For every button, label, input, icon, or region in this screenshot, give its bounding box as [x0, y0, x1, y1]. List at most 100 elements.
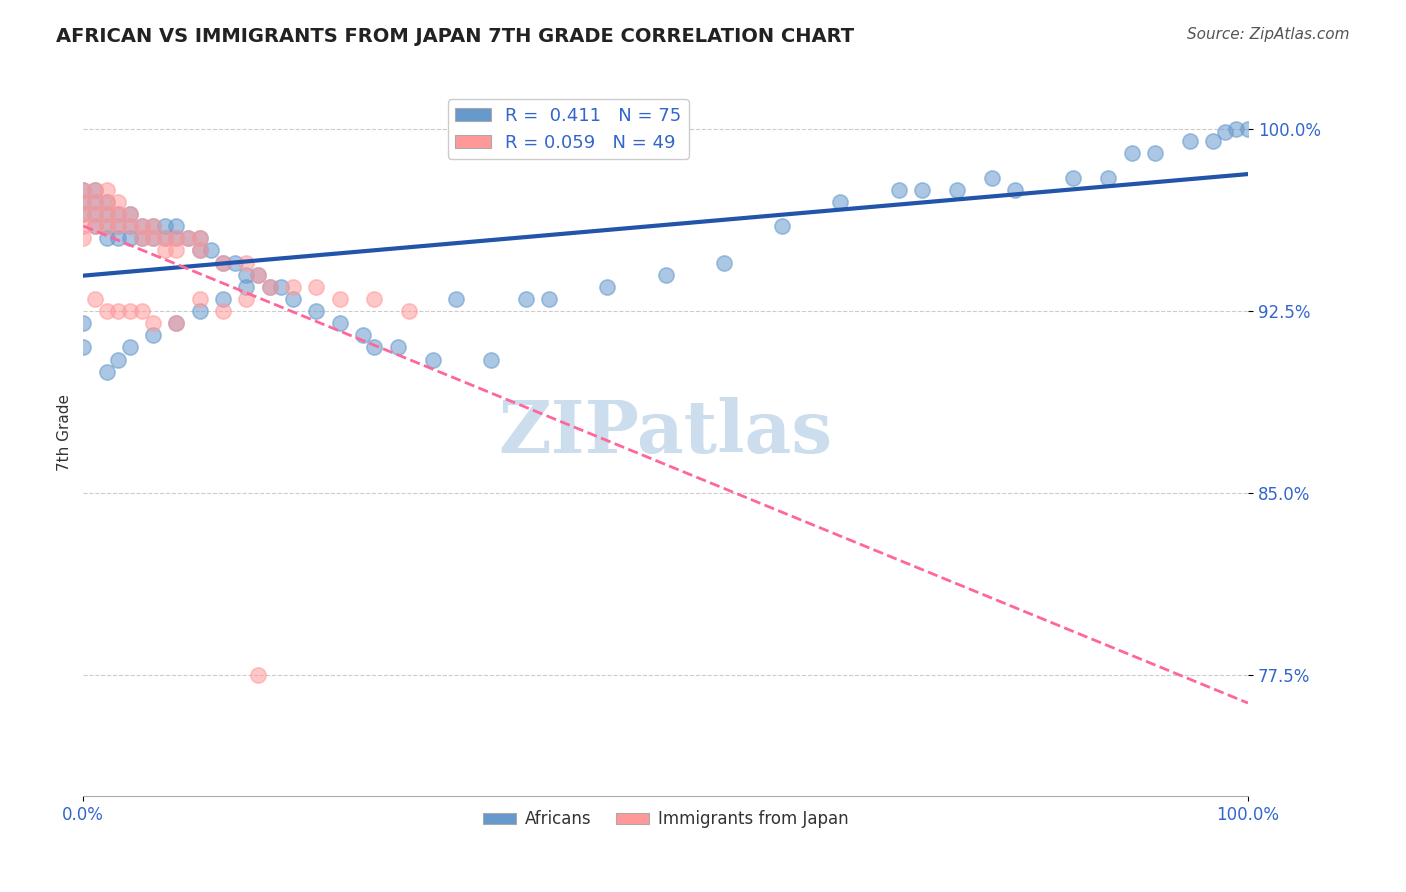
Point [177, 231, 200, 245]
Point [142, 219, 165, 234]
Point [212, 255, 235, 269]
Point [946, 183, 969, 197]
Point [212, 292, 235, 306]
Point [363, 340, 385, 354]
Point [305, 304, 328, 318]
Point [188, 244, 211, 258]
Point [235, 268, 257, 282]
Point [131, 231, 153, 245]
Point [131, 219, 153, 234]
Point [72, 194, 94, 209]
Point [142, 328, 165, 343]
Y-axis label: 7th Grade: 7th Grade [58, 393, 72, 471]
Point [118, 207, 141, 221]
Point [118, 304, 141, 318]
Point [166, 244, 188, 258]
Point [713, 255, 735, 269]
Point [96, 194, 118, 209]
Point [96, 231, 118, 245]
Point [188, 244, 211, 258]
Point [72, 183, 94, 197]
Point [84, 219, 107, 234]
Point [84, 194, 107, 209]
Point [72, 207, 94, 221]
Point [1121, 146, 1143, 161]
Point [96, 219, 118, 234]
Point [1097, 170, 1119, 185]
Point [131, 304, 153, 318]
Point [259, 280, 281, 294]
Point [188, 231, 211, 245]
Point [224, 255, 246, 269]
Point [259, 280, 281, 294]
Point [328, 292, 350, 306]
Point [235, 255, 257, 269]
Point [107, 207, 129, 221]
Point [166, 316, 188, 330]
Point [107, 194, 129, 209]
Point [235, 292, 257, 306]
Point [96, 219, 118, 234]
Point [1004, 183, 1026, 197]
Point [84, 194, 107, 209]
Point [911, 183, 934, 197]
Point [72, 194, 94, 209]
Point [270, 280, 292, 294]
Point [1237, 122, 1260, 136]
Point [107, 207, 129, 221]
Point [246, 268, 269, 282]
Point [96, 207, 118, 221]
Point [84, 207, 107, 221]
Point [1143, 146, 1166, 161]
Point [200, 244, 222, 258]
Point [515, 292, 537, 306]
Point [479, 352, 502, 367]
Point [444, 292, 467, 306]
Point [142, 219, 165, 234]
Point [1178, 134, 1201, 148]
Point [281, 292, 304, 306]
Point [1225, 122, 1247, 136]
Point [72, 207, 94, 221]
Point [107, 304, 129, 318]
Point [246, 268, 269, 282]
Point [352, 328, 374, 343]
Point [538, 292, 561, 306]
Point [153, 244, 176, 258]
Text: ZIPatlas: ZIPatlas [499, 397, 832, 467]
Point [107, 231, 129, 245]
Point [72, 219, 94, 234]
Point [118, 219, 141, 234]
Point [166, 231, 188, 245]
Point [281, 280, 304, 294]
Point [118, 207, 141, 221]
Point [212, 255, 235, 269]
Point [131, 231, 153, 245]
Point [398, 304, 420, 318]
Point [246, 668, 269, 682]
Point [596, 280, 619, 294]
Point [166, 219, 188, 234]
Point [980, 170, 1002, 185]
Point [72, 231, 94, 245]
Point [363, 292, 385, 306]
Legend: Africans, Immigrants from Japan: Africans, Immigrants from Japan [477, 804, 855, 835]
Point [153, 231, 176, 245]
Point [96, 194, 118, 209]
Point [142, 231, 165, 245]
Point [1202, 134, 1225, 148]
Point [142, 231, 165, 245]
Point [84, 183, 107, 197]
Point [770, 219, 793, 234]
Point [84, 183, 107, 197]
Point [84, 219, 107, 234]
Point [118, 219, 141, 234]
Point [212, 304, 235, 318]
Point [96, 207, 118, 221]
Point [96, 365, 118, 379]
Point [422, 352, 444, 367]
Point [84, 292, 107, 306]
Point [830, 194, 852, 209]
Point [188, 292, 211, 306]
Point [1213, 125, 1236, 139]
